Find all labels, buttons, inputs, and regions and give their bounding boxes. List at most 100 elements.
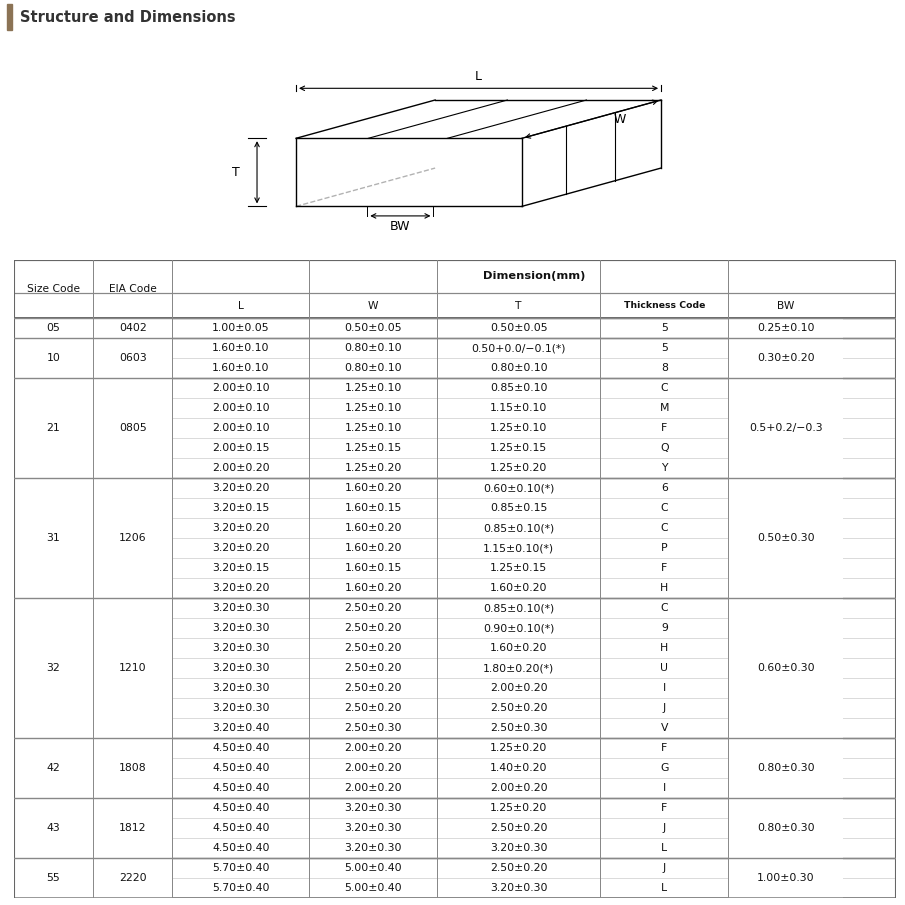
Text: 0.50±0.05: 0.50±0.05: [490, 323, 548, 333]
Text: 4.50±0.40: 4.50±0.40: [212, 783, 270, 793]
Text: Q: Q: [660, 443, 669, 453]
Text: C: C: [661, 603, 668, 613]
Bar: [729, 319, 843, 338]
Text: 2.50±0.20: 2.50±0.20: [345, 603, 402, 613]
Text: W: W: [614, 112, 625, 126]
Text: 0.90±0.10(*): 0.90±0.10(*): [483, 623, 555, 634]
Text: 0.50+0.0/−0.1(*): 0.50+0.0/−0.1(*): [472, 343, 566, 353]
Text: F: F: [662, 424, 668, 433]
Text: T: T: [232, 166, 240, 179]
Text: 0.80±0.10: 0.80±0.10: [344, 343, 402, 353]
Bar: [729, 598, 843, 738]
Text: J: J: [662, 703, 666, 713]
Text: 1.25±0.20: 1.25±0.20: [490, 743, 548, 753]
Text: 10: 10: [46, 353, 61, 364]
Text: 5.70±0.40: 5.70±0.40: [212, 882, 270, 892]
Text: 1.60±0.20: 1.60±0.20: [345, 543, 402, 553]
Text: 3.20±0.30: 3.20±0.30: [345, 823, 402, 833]
Text: 1.25±0.10: 1.25±0.10: [490, 424, 548, 433]
Text: C: C: [661, 384, 668, 394]
Text: 5.00±0.40: 5.00±0.40: [344, 862, 402, 872]
Text: 0.80±0.30: 0.80±0.30: [757, 823, 814, 833]
Bar: [729, 858, 843, 898]
Text: H: H: [661, 643, 669, 653]
Text: 3.20±0.30: 3.20±0.30: [490, 843, 548, 853]
Text: 3.20±0.20: 3.20±0.20: [212, 483, 270, 493]
Text: T: T: [516, 300, 522, 310]
Bar: [14, 598, 93, 738]
Text: 9: 9: [661, 623, 668, 634]
Text: L: L: [475, 70, 482, 83]
Bar: [14, 478, 93, 598]
Text: C: C: [661, 523, 668, 533]
Bar: [729, 738, 843, 798]
Text: 55: 55: [46, 872, 60, 882]
Text: J: J: [662, 823, 666, 833]
Text: 1.60±0.15: 1.60±0.15: [345, 563, 402, 573]
Text: 0603: 0603: [119, 353, 147, 364]
Text: 1206: 1206: [119, 533, 147, 543]
Text: 2.00±0.10: 2.00±0.10: [212, 424, 270, 433]
Text: 5.00±0.40: 5.00±0.40: [344, 882, 402, 892]
Text: 4.50±0.40: 4.50±0.40: [212, 743, 270, 753]
Text: 3.20±0.20: 3.20±0.20: [212, 583, 270, 593]
Text: 0.85±0.10(*): 0.85±0.10(*): [483, 603, 555, 613]
Text: 3.20±0.20: 3.20±0.20: [212, 543, 270, 553]
Text: 32: 32: [46, 663, 60, 673]
Text: H: H: [661, 583, 669, 593]
Text: 2.00±0.20: 2.00±0.20: [344, 763, 402, 773]
Text: 2.50±0.20: 2.50±0.20: [490, 703, 548, 713]
Bar: [729, 338, 843, 378]
Bar: [93, 478, 172, 598]
Bar: [93, 319, 172, 338]
Bar: [93, 598, 172, 738]
Text: 1.25±0.15: 1.25±0.15: [491, 443, 548, 453]
Text: 3.20±0.30: 3.20±0.30: [212, 663, 270, 673]
Bar: [729, 478, 843, 598]
Text: L: L: [238, 300, 243, 310]
Bar: [93, 858, 172, 898]
Bar: [14, 738, 93, 798]
Text: 4.50±0.40: 4.50±0.40: [212, 763, 270, 773]
Text: 43: 43: [46, 823, 60, 833]
Text: 2.50±0.30: 2.50±0.30: [490, 723, 548, 733]
Text: 2.00±0.20: 2.00±0.20: [344, 743, 402, 753]
Text: 2.50±0.20: 2.50±0.20: [345, 643, 402, 653]
Text: 1.00±0.05: 1.00±0.05: [212, 323, 270, 333]
Text: 3.20±0.30: 3.20±0.30: [212, 643, 270, 653]
Bar: [93, 338, 172, 378]
Text: 0.60±0.30: 0.60±0.30: [757, 663, 814, 673]
Text: 42: 42: [46, 763, 60, 773]
Text: 2.50±0.20: 2.50±0.20: [490, 862, 548, 872]
Text: P: P: [661, 543, 668, 553]
Text: 3.20±0.15: 3.20±0.15: [212, 503, 270, 513]
Text: 3.20±0.30: 3.20±0.30: [212, 603, 270, 613]
Text: M: M: [660, 404, 669, 414]
Text: F: F: [662, 743, 668, 753]
Text: 0402: 0402: [119, 323, 147, 333]
Text: 3.20±0.30: 3.20±0.30: [345, 803, 402, 813]
Text: W: W: [368, 300, 378, 310]
Text: BW: BW: [777, 300, 795, 310]
Text: L: L: [662, 882, 667, 892]
Text: 1.60±0.15: 1.60±0.15: [345, 503, 402, 513]
Text: 5: 5: [661, 323, 668, 333]
Text: 0.30±0.20: 0.30±0.20: [757, 353, 814, 364]
Text: 0.80±0.10: 0.80±0.10: [490, 364, 548, 374]
Bar: [93, 798, 172, 858]
Text: 1.15±0.10: 1.15±0.10: [490, 404, 548, 414]
Text: 0.50±0.30: 0.50±0.30: [757, 533, 814, 543]
Text: 5: 5: [661, 343, 668, 353]
Text: 1.00±0.30: 1.00±0.30: [757, 872, 814, 882]
Text: 1.25±0.20: 1.25±0.20: [345, 463, 402, 473]
Bar: [14, 798, 93, 858]
Text: Dimension(mm): Dimension(mm): [483, 272, 586, 281]
Text: 4.50±0.40: 4.50±0.40: [212, 803, 270, 813]
Text: 1.40±0.20: 1.40±0.20: [490, 763, 548, 773]
Text: 1.25±0.15: 1.25±0.15: [491, 563, 548, 573]
Text: 1210: 1210: [119, 663, 147, 673]
Text: 3.20±0.15: 3.20±0.15: [212, 563, 270, 573]
Text: 0.80±0.10: 0.80±0.10: [344, 364, 402, 374]
Text: 6: 6: [661, 483, 668, 493]
Text: 1.60±0.10: 1.60±0.10: [212, 364, 270, 374]
